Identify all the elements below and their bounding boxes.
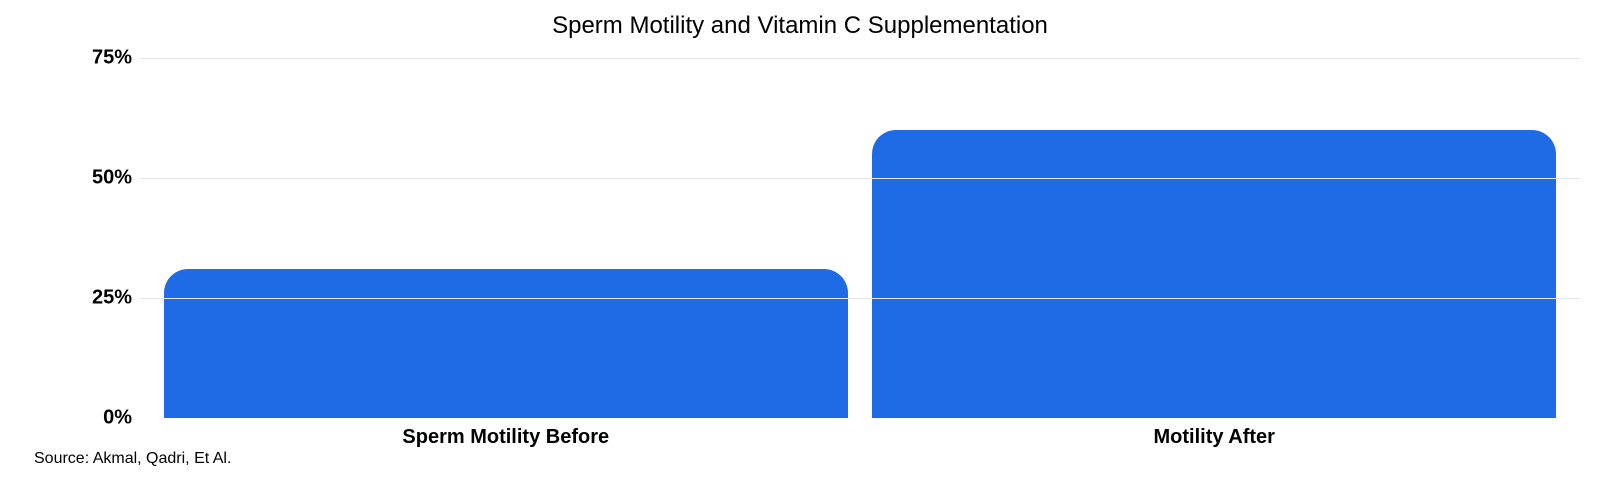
- y-tick-label: 50%: [92, 167, 132, 190]
- source-caption: Source: Akmal, Qadri, Et Al.: [34, 450, 231, 468]
- gridline: [140, 298, 1580, 299]
- plot-area: [140, 58, 1580, 418]
- chart-title: Sperm Motility and Vitamin C Supplementa…: [0, 12, 1600, 40]
- bar: [164, 269, 848, 418]
- bar: [872, 130, 1556, 418]
- y-tick-label: 25%: [92, 287, 132, 310]
- gridline: [140, 178, 1580, 179]
- x-category-label: Sperm Motility Before: [402, 426, 609, 449]
- chart-container: Sperm Motility and Vitamin C Supplementa…: [0, 0, 1600, 500]
- y-tick-label: 0%: [103, 407, 132, 430]
- y-tick-label: 75%: [92, 47, 132, 70]
- x-category-label: Motility After: [1153, 426, 1274, 449]
- bars-layer: [140, 58, 1580, 418]
- gridline: [140, 58, 1580, 59]
